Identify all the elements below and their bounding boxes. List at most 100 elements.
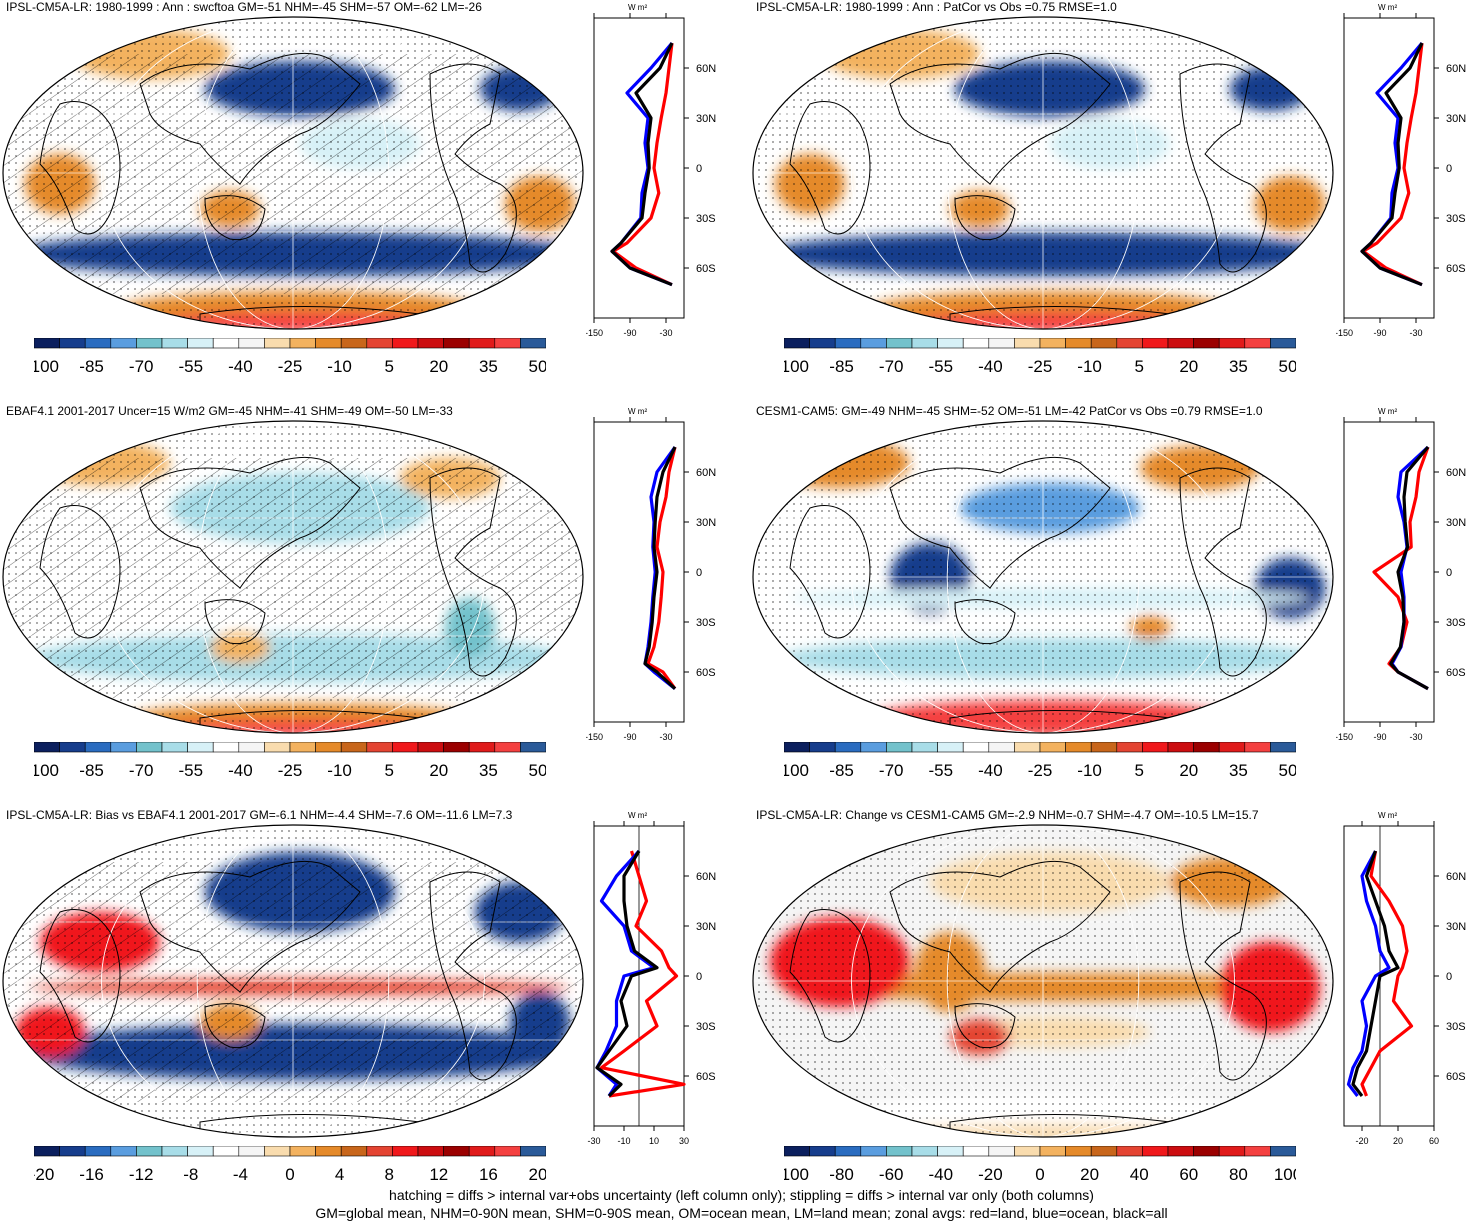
colorbar-label: -8 (183, 1165, 198, 1184)
colorbar-label: -55 (179, 357, 204, 376)
zonal-unit-label: W m² (1378, 811, 1397, 820)
colorbar-swatch (1193, 1146, 1220, 1157)
map-panel-1: IPSL-CM5A-LR: 1980-1999 : Ann : swcftoa … (0, 0, 741, 404)
colorbar-swatch (238, 1146, 265, 1157)
colorbar-label: -100 (34, 357, 59, 376)
zonal-lat-label: 60S (696, 667, 716, 679)
zonal-lat-label: 0 (696, 971, 702, 983)
colorbar-swatch (340, 338, 368, 349)
colorbar-label: 50 (1279, 357, 1296, 376)
zonal-lat-label: 0 (696, 163, 702, 175)
colorbar-label: 12 (429, 1165, 448, 1184)
zonal-lat-label: 30N (696, 517, 716, 529)
colorbar-swatch (468, 1146, 496, 1157)
colorbar-label: -10 (327, 357, 352, 376)
zonal-line-land (599, 850, 686, 1098)
colorbar-label: 35 (479, 357, 498, 376)
robinson-map (752, 420, 1334, 734)
colorbar-swatch (494, 338, 521, 349)
colorbar-swatch (468, 338, 496, 349)
colorbar-swatch (417, 1146, 444, 1157)
zonal-mean-plot: W m² 60N 30N 0 30S 60S -20 20 60 (1343, 811, 1466, 1146)
colorbar-label: 50 (1279, 761, 1296, 780)
colorbar-swatch (212, 338, 240, 349)
colorbar-label: -100 (784, 1165, 809, 1184)
zonal-lat-label: 0 (1446, 567, 1452, 579)
colorbar-label: -10 (327, 761, 352, 780)
colorbar-swatch (264, 338, 291, 349)
colorbar-label: 16 (479, 1165, 498, 1184)
colorbar-swatch (136, 338, 163, 349)
colorbar-swatch (784, 1146, 810, 1157)
colorbar-label: -100 (34, 761, 59, 780)
colorbar-label: 20 (429, 761, 448, 780)
zonal-x-tick-label: -20 (1355, 1136, 1368, 1146)
colorbar-label: 20 (529, 1165, 546, 1184)
colorbar-label: -25 (1028, 357, 1053, 376)
zonal-x-tick-label: -150 (1336, 328, 1353, 338)
map-panel-6: IPSL-CM5A-LR: Change vs CESM1-CAM5 GM=-2… (750, 808, 1483, 1212)
colorbar-swatch (238, 338, 265, 349)
colorbar-swatch (834, 338, 862, 349)
zonal-x-tick-label: -90 (623, 732, 636, 742)
zonal-unit-label: W m² (1378, 3, 1397, 12)
colorbar-label: 60 (1179, 1165, 1198, 1184)
colorbar-swatch (187, 742, 214, 753)
colorbar-swatch (1014, 742, 1041, 753)
panel-title: IPSL-CM5A-LR: 1980-1999 : Ann : swcftoa … (6, 0, 482, 14)
zonal-lat-label: 30S (1446, 213, 1466, 225)
colorbar-swatch (34, 742, 60, 753)
colorbar-swatch (264, 742, 291, 753)
robinson-map (752, 824, 1334, 1138)
colorbar-swatch (1270, 338, 1296, 349)
colorbar-label: -40 (228, 357, 253, 376)
colorbar-swatch (1065, 338, 1092, 349)
colorbar-swatch (315, 1146, 342, 1157)
panel-title: EBAF4.1 2001-2017 Uncer=15 W/m2 GM=-45 N… (6, 404, 453, 418)
colorbar-label: -4 (233, 1165, 248, 1184)
colorbar-label: 5 (1134, 761, 1143, 780)
colorbar-swatch (962, 1146, 990, 1157)
colorbar-label: -25 (1028, 761, 1053, 780)
colorbar: -100 -85 -70 -55 -40 -25 -10 5 20 35 50 (784, 338, 1296, 376)
colorbar-label: -16 (79, 1165, 104, 1184)
colorbar-swatch (84, 1146, 112, 1157)
zonal-mean-plot: W m² 60N 30N 0 30S 60S -30 -10 10 30 (587, 811, 716, 1146)
colorbar: -20 -16 -12 -8 -4 0 4 8 12 16 20 (34, 1146, 546, 1184)
colorbar-label: 0 (285, 1165, 294, 1184)
colorbar-swatch (1065, 742, 1092, 753)
zonal-x-tick-label: -90 (1373, 732, 1386, 742)
colorbar: -100 -80 -60 -40 -20 0 20 40 60 80 100 (784, 1146, 1296, 1184)
zonal-lat-label: 60N (1446, 467, 1466, 479)
colorbar-label: -20 (34, 1165, 54, 1184)
zonal-lat-label: 30S (696, 1021, 716, 1033)
colorbar-swatch (1090, 742, 1118, 753)
colorbar-swatch (1039, 1146, 1066, 1157)
colorbar-label: -70 (129, 761, 154, 780)
zonal-line-all (1360, 42, 1424, 287)
colorbar-swatch (289, 1146, 316, 1157)
colorbar-swatch (988, 338, 1015, 349)
colorbar-swatch (289, 338, 316, 349)
colorbar-swatch (1039, 338, 1066, 349)
colorbar-swatch (443, 742, 470, 753)
robinson-map (2, 16, 584, 330)
colorbar-label: 20 (1080, 1165, 1099, 1184)
zonal-line-all (595, 850, 659, 1098)
colorbar-swatch (809, 338, 836, 349)
colorbar-label: 40 (1130, 1165, 1149, 1184)
colorbar-swatch (1167, 1146, 1194, 1157)
colorbar-swatch (161, 1146, 188, 1157)
colorbar-swatch (110, 1146, 137, 1157)
colorbar-label: -70 (879, 357, 904, 376)
colorbar-swatch (1167, 742, 1194, 753)
zonal-x-tick-label: -150 (1336, 732, 1353, 742)
zonal-x-tick-label: -10 (617, 1136, 630, 1146)
colorbar-swatch (187, 1146, 214, 1157)
colorbar-swatch (784, 742, 810, 753)
colorbar-swatch (59, 742, 86, 753)
zonal-x-tick-label: 10 (649, 1136, 659, 1146)
colorbar-swatch (834, 1146, 862, 1157)
colorbar-swatch (1270, 742, 1296, 753)
colorbar-swatch (988, 742, 1015, 753)
